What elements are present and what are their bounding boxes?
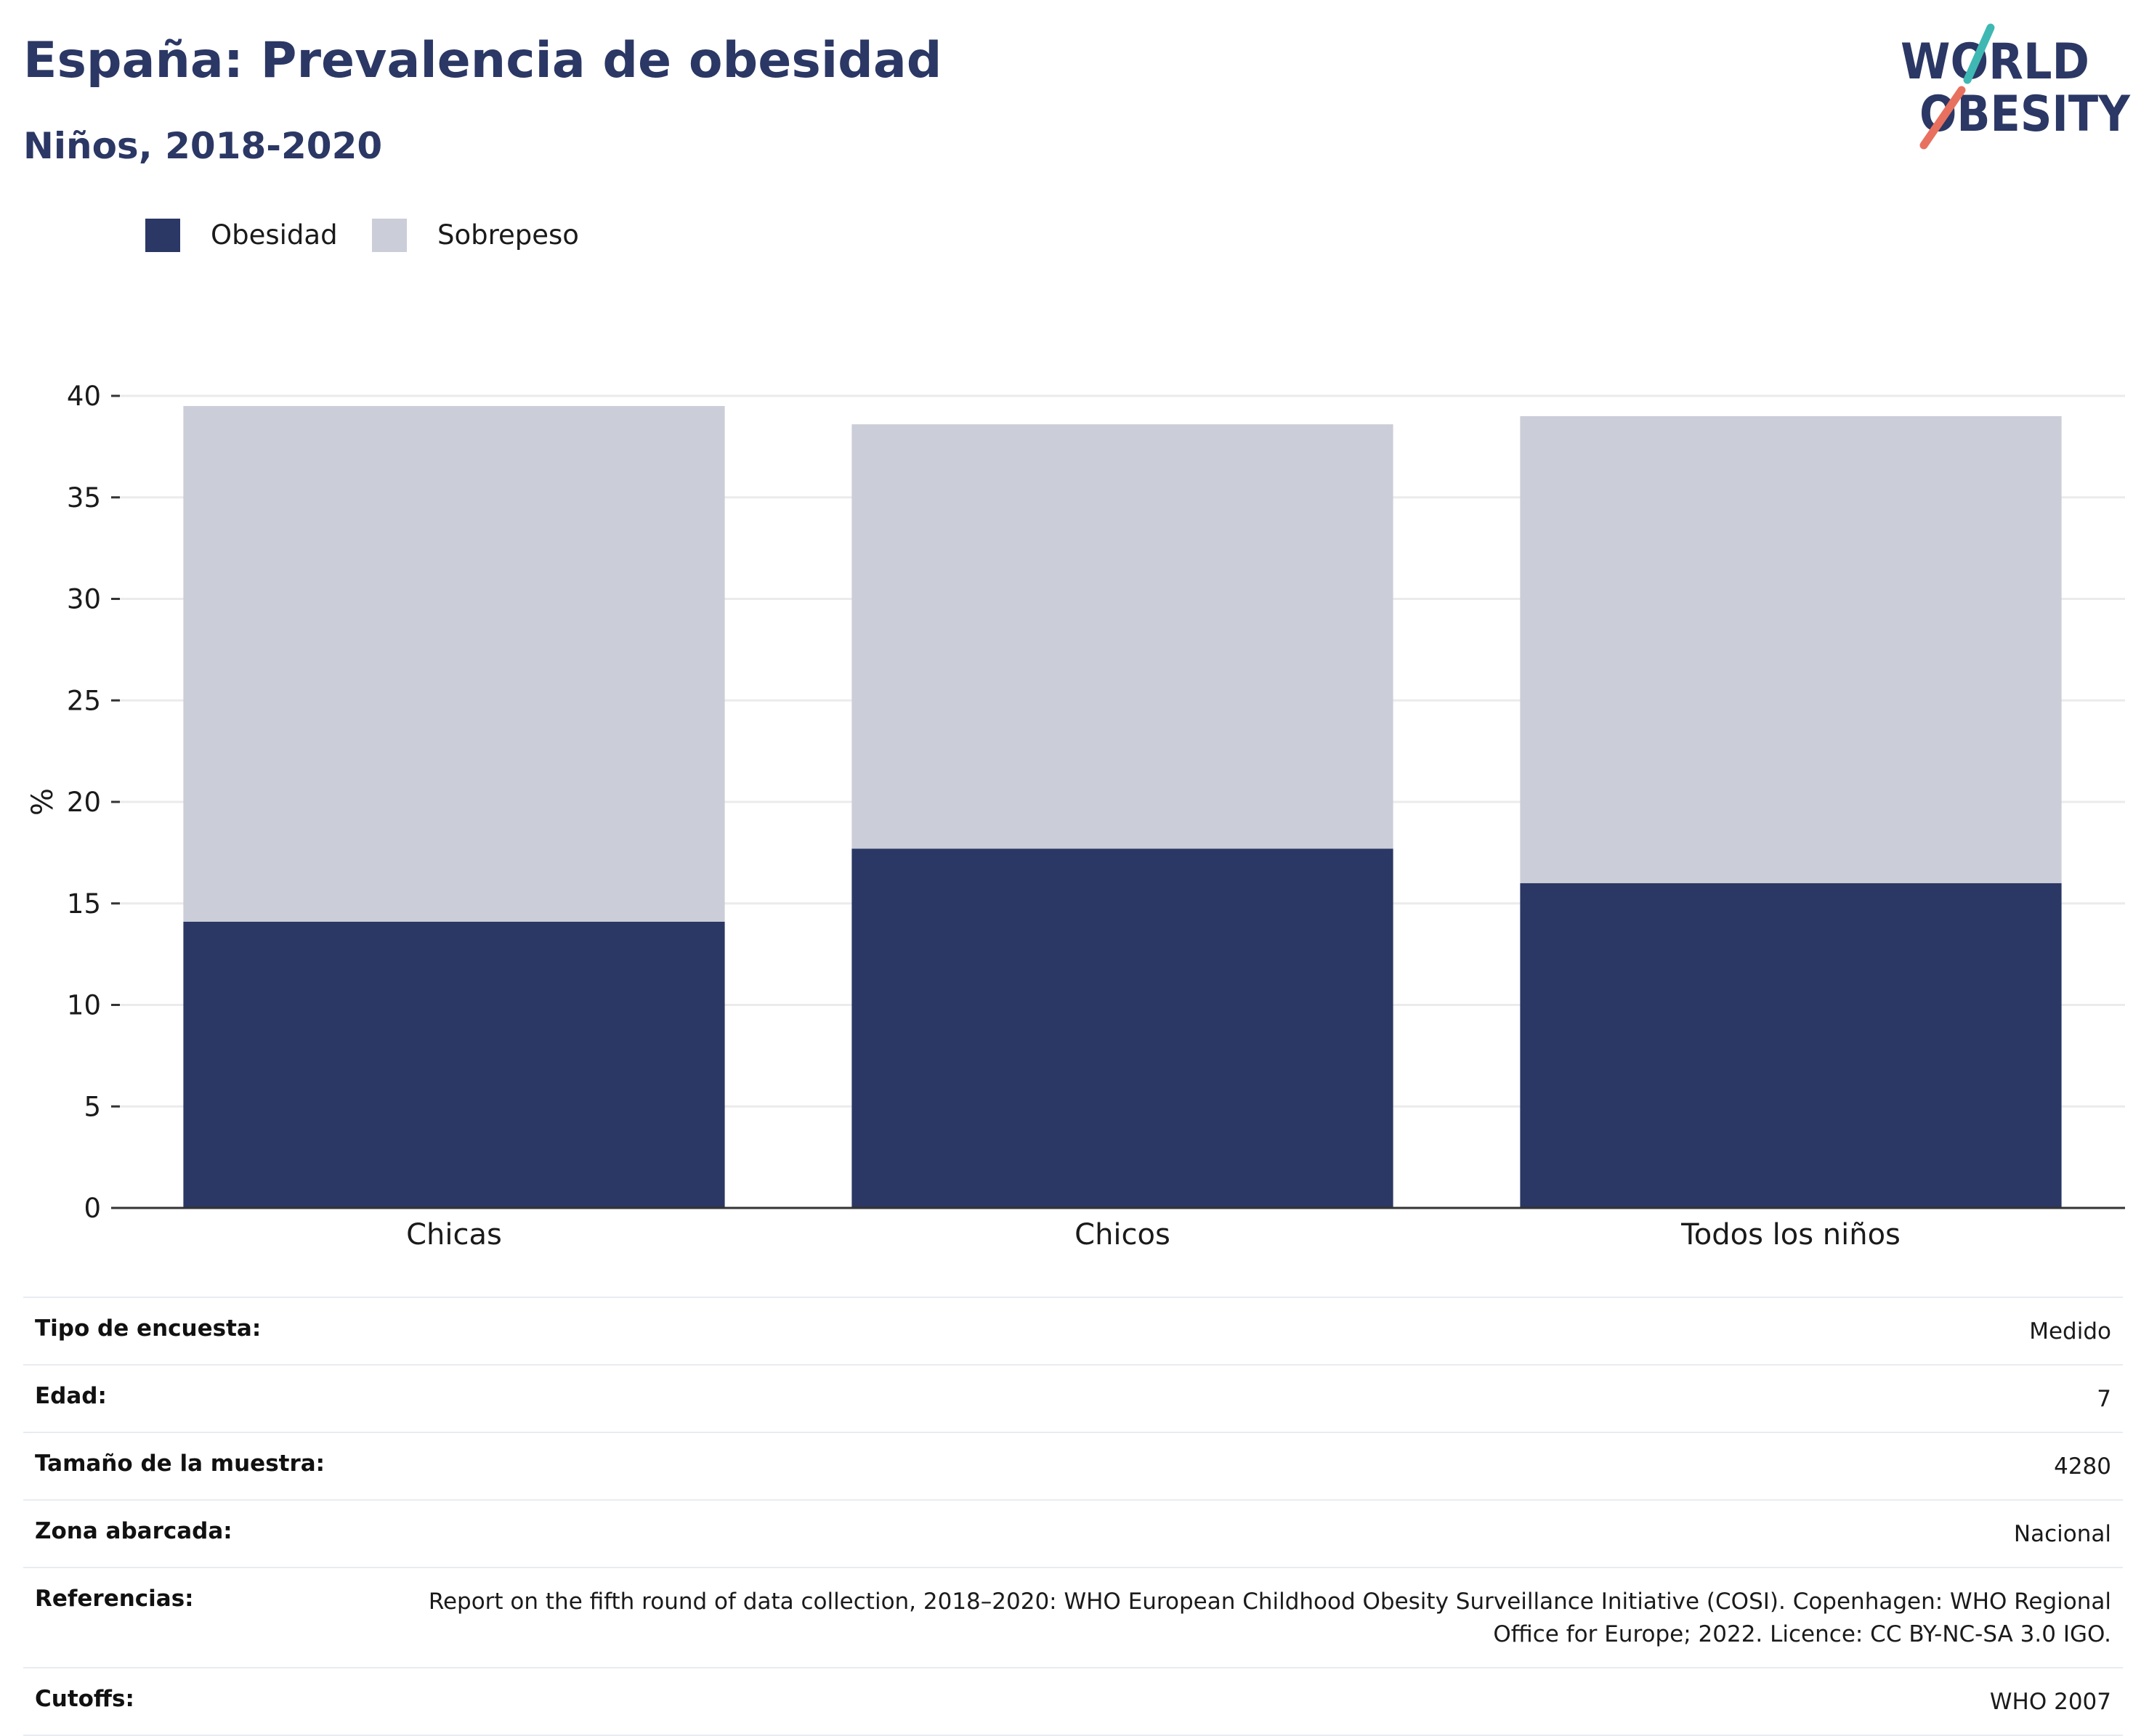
logo-slash-teal [1963, 23, 1995, 84]
x-category-label: Todos los niños [1680, 1218, 1901, 1252]
info-row: Tamaño de la muestra: 4280 [23, 1431, 2123, 1499]
info-row: Zona abarcada: Nacional [23, 1498, 2123, 1567]
info-row: Cutoffs: WHO 2007 [23, 1666, 2123, 1736]
legend-swatch-obesidad [145, 219, 180, 252]
y-tick-label: 20 [67, 787, 101, 818]
y-tick-label: 15 [67, 888, 101, 920]
y-axis-title: % [26, 788, 60, 816]
y-tick-label: 35 [67, 482, 101, 514]
chart-subtitle: Niños, 2018-2020 [23, 125, 383, 167]
world-obesity-logo: WORLD OBESITY [1901, 23, 2131, 150]
info-label: Referencias: [35, 1585, 194, 1612]
bars [183, 405, 2062, 1208]
logo-word-obesity: OBESITY [1919, 86, 2131, 143]
y-tick-label: 40 [67, 381, 101, 412]
info-value: Nacional [2013, 1520, 2111, 1547]
legend-label-obesidad: Obesidad [211, 219, 338, 251]
info-value: 7 [2097, 1385, 2111, 1412]
survey-info-table: Tipo de encuesta: Medido Edad: 7 Tamaño de l… [23, 1297, 2123, 1736]
bar-sobrepeso-3 [1520, 415, 2062, 883]
bar-obesidad-3 [1520, 883, 2062, 1208]
info-row: Referencias: Report on the fifth round of… [23, 1566, 2123, 1667]
stacked-bar-chart: 0 5 10 15 20 25 30 35 40 Chicas Chicos Todos los ni… [26, 381, 2125, 1252]
bar-sobrepeso-1 [183, 405, 725, 922]
info-label: Zona abarcada: [35, 1517, 232, 1544]
bar-obesidad-1 [183, 921, 725, 1208]
logo-word-world: WORLD [1901, 33, 2089, 91]
y-tick-label: 10 [67, 990, 101, 1021]
info-row: Edad: 7 [23, 1363, 2123, 1432]
legend-swatch-sobrepeso [372, 219, 407, 252]
y-tick-label: 30 [67, 584, 101, 615]
x-category-label: Chicos [1074, 1218, 1170, 1252]
info-value: Report on the fifth round of data collec… [428, 1588, 2111, 1647]
info-label: Tipo de encuesta: [35, 1315, 262, 1342]
bar-obesidad-2 [851, 848, 1393, 1208]
info-value: Medido [2029, 1318, 2111, 1344]
chart-title: España: Prevalencia de obesidad [23, 32, 942, 89]
legend-label-sobrepeso: Sobrepeso [437, 219, 579, 251]
info-label: Cutoffs: [35, 1685, 134, 1712]
info-label: Edad: [35, 1382, 107, 1409]
y-tick-label: 0 [84, 1193, 101, 1224]
logo-slash-coral [1919, 86, 1966, 150]
info-value: 4280 [2054, 1453, 2111, 1480]
bar-sobrepeso-2 [851, 424, 1393, 849]
info-row: Tipo de encuesta: Medido [23, 1297, 2123, 1364]
info-value: WHO 2007 [1989, 1688, 2111, 1715]
info-label: Tamaño de la muestra: [35, 1450, 325, 1477]
x-category-label: Chicas [406, 1218, 502, 1252]
y-tick-label: 5 [84, 1091, 101, 1122]
axes: 0 5 10 15 20 25 30 35 40 Chicas Chicos Todos los ni… [67, 381, 2125, 1252]
y-tick-label: 25 [67, 685, 101, 716]
